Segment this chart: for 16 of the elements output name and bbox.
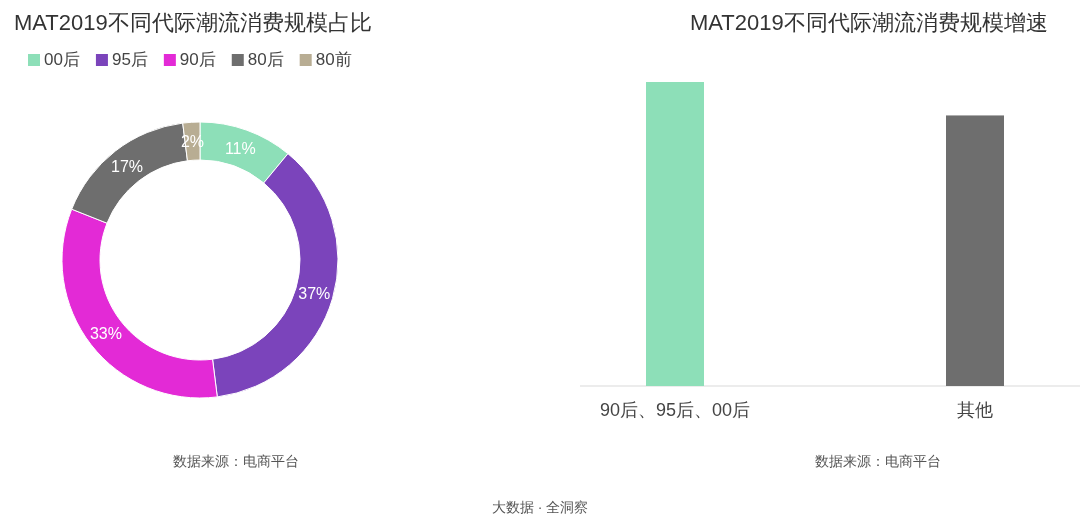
data-label: 37% — [298, 285, 331, 303]
x-tick-label: 其他 — [957, 400, 993, 420]
data-label: 17% — [111, 157, 144, 175]
source-note: 数据来源：电商平台 — [815, 453, 941, 469]
source-note: 数据来源：电商平台 — [173, 453, 299, 469]
data-label: 33% — [89, 324, 122, 342]
legend-label: 95后 — [111, 50, 148, 69]
x-tick-label: 90后、95后、00后 — [599, 400, 751, 420]
legend-label: 80前 — [315, 50, 352, 69]
text: 大数据 · 全洞察 — [491, 499, 589, 515]
legend-label: 00后 — [44, 50, 80, 69]
chart-title: MAT2019不同代际潮流消费规模增速 — [690, 10, 1048, 35]
data-label: 11% — [224, 140, 256, 158]
legend-label: 80后 — [247, 50, 284, 69]
chart-title: MAT2019不同代际潮流消费规模占比 — [14, 10, 372, 35]
legend-label: 90后 — [179, 50, 216, 69]
